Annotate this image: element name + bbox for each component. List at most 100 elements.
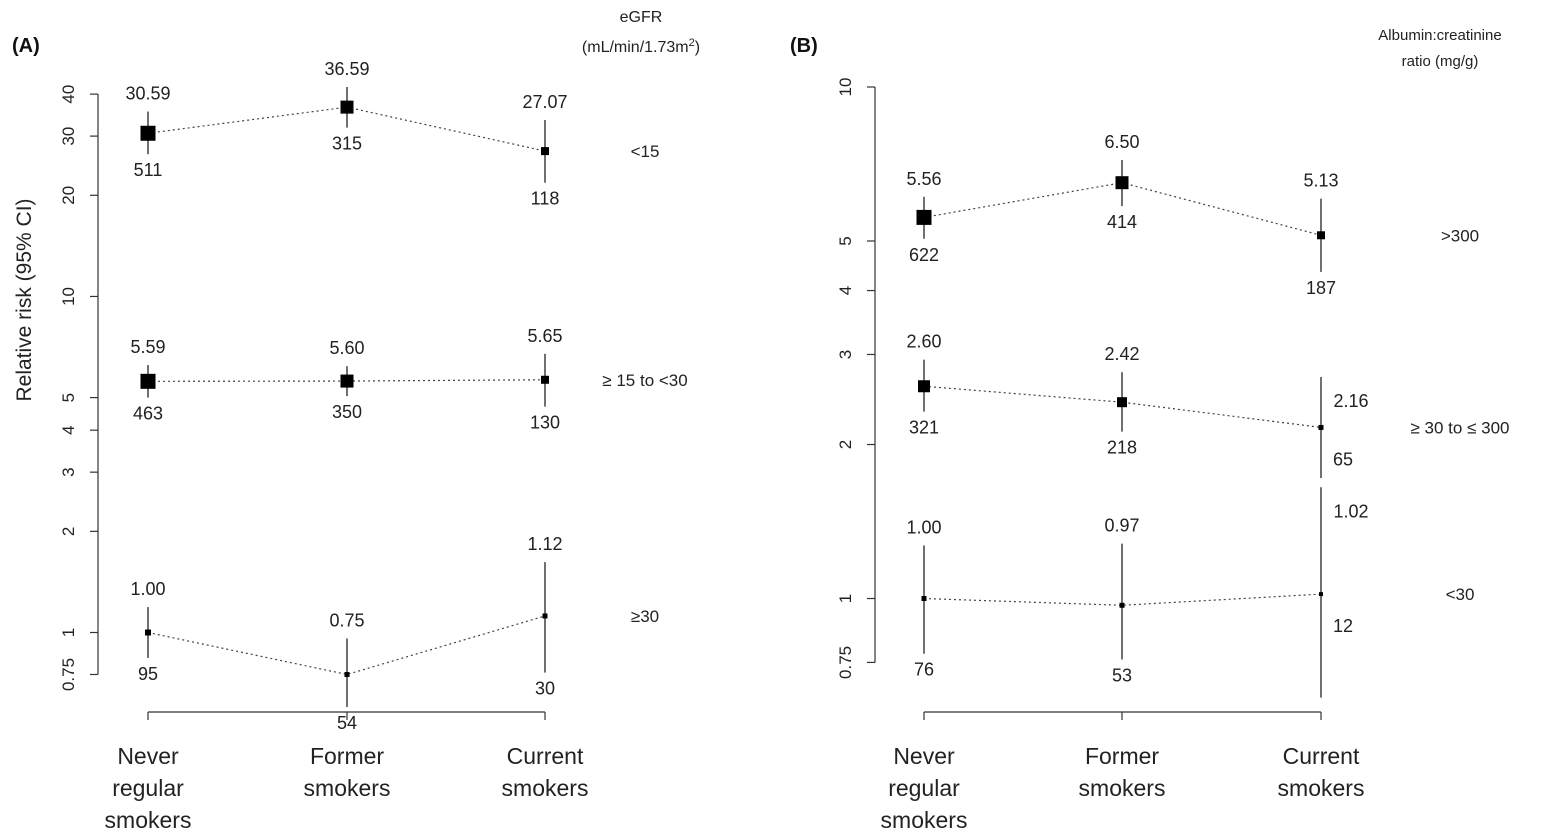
estimate-label: 1.00 [906, 517, 941, 537]
estimate-label: 5.56 [906, 169, 941, 189]
point-marker [1319, 592, 1323, 597]
y-tick-label: 30 [59, 127, 78, 146]
series-1: 30.59 511 36.59 315 27.07 118 <15 [125, 59, 659, 209]
unit-close: ) [695, 39, 700, 56]
x-tick-label: smokers [304, 775, 391, 801]
estimate-label: 0.97 [1104, 516, 1139, 536]
estimate-label: 1.02 [1333, 501, 1368, 521]
x-tick-label: Current [1283, 743, 1360, 769]
y-tick-label: 1 [59, 628, 78, 637]
y-tick-label: 5 [836, 236, 855, 245]
series-1: 5.56 622 6.50 414 5.13 187 >300 [906, 132, 1479, 298]
y-axis-label: Relative risk (95% CI) [13, 198, 36, 401]
column-header-unit: ratio (mg/g) [1402, 53, 1479, 70]
y-tick-label: 3 [836, 350, 855, 359]
x-tick-label: smokers [502, 775, 589, 801]
count-label: 30 [535, 679, 555, 699]
group-label: <15 [631, 142, 660, 161]
count-label: 65 [1333, 449, 1353, 469]
y-tick-label: 0.75 [59, 658, 78, 691]
panel-label: (B) [790, 35, 818, 57]
point-marker [344, 671, 350, 677]
group-label: ≥ 30 to ≤ 300 [1410, 418, 1509, 437]
y-tick-label: 1 [836, 594, 855, 603]
count-label: 511 [134, 160, 163, 180]
estimate-label: 1.00 [130, 579, 165, 599]
estimate-label: 6.50 [1104, 132, 1139, 152]
x-tick-label: Never [117, 743, 179, 769]
x-tick-label: smokers [105, 807, 192, 833]
group-label: ≥ 15 to <30 [602, 371, 687, 390]
point-marker [1117, 397, 1127, 408]
point-marker [340, 374, 354, 388]
estimate-label: 5.65 [527, 326, 562, 346]
count-label: 95 [138, 664, 158, 684]
estimate-label: 36.59 [324, 59, 369, 79]
group-label: ≥30 [631, 607, 659, 626]
count-label: 130 [530, 413, 560, 433]
column-header-unit: (mL/min/1.73m2) [582, 37, 700, 56]
estimate-label: 1.12 [527, 534, 562, 554]
x-tick-label: regular [888, 775, 960, 801]
estimate-label: 27.07 [522, 92, 567, 112]
count-label: 218 [1107, 438, 1137, 458]
count-label: 76 [914, 660, 934, 680]
count-label: 622 [909, 245, 939, 265]
group-label: <30 [1446, 585, 1475, 604]
series-connector [923, 385, 1322, 429]
point-marker [1115, 176, 1129, 190]
unit-superscript: 2 [689, 37, 695, 49]
x-tick-label: smokers [881, 807, 968, 833]
x-tick-label: Never [893, 743, 955, 769]
column-header-title: Albumin:creatinine [1378, 27, 1501, 44]
y-tick-label: 40 [59, 85, 78, 104]
point-marker [1119, 602, 1125, 608]
y-tick-label: 5 [59, 393, 78, 402]
point-marker [916, 209, 932, 225]
point-marker [541, 375, 549, 384]
y-tick-label: 0.75 [836, 646, 855, 679]
estimate-label: 5.13 [1303, 171, 1338, 191]
point-marker [918, 380, 930, 393]
y-tick-label: 10 [836, 78, 855, 97]
estimate-label: 30.59 [125, 84, 170, 104]
point-marker [140, 373, 156, 389]
y-tick-label: 2 [59, 527, 78, 536]
count-label: 350 [332, 402, 362, 422]
x-tick-label: regular [112, 775, 184, 801]
y-tick-label: 10 [59, 287, 78, 306]
count-label: 53 [1112, 665, 1132, 685]
x-tick-label: Current [507, 743, 584, 769]
panel-label: (A) [12, 35, 40, 57]
panel-a: (A)eGFR(mL/min/1.73m2)Relative risk (95%… [12, 9, 700, 833]
count-label: 12 [1333, 616, 1353, 636]
point-marker [921, 596, 927, 602]
series-2: 2.60 321 2.42 218 2.16 65 ≥ 30 to ≤ 300 [906, 332, 1510, 479]
estimate-label: 5.59 [130, 337, 165, 357]
y-tick-label: 3 [59, 467, 78, 476]
point-marker [1318, 424, 1324, 430]
point-marker [340, 100, 354, 114]
count-label: 463 [133, 404, 163, 424]
column-header: Albumin:creatinine ratio (mg/g) [1378, 27, 1501, 70]
point-marker [1317, 231, 1325, 240]
point-marker [541, 147, 549, 156]
series-2: 5.59 463 5.60 350 5.65 130 ≥ 15 to <30 [130, 326, 687, 433]
estimate-label: 5.60 [329, 338, 364, 358]
y-tick-label: 4 [59, 425, 78, 434]
estimate-label: 2.16 [1333, 391, 1368, 411]
group-label: >300 [1441, 226, 1479, 245]
y-tick-label: 20 [59, 186, 78, 205]
series-connector [923, 593, 1322, 606]
count-label: 187 [1306, 278, 1336, 298]
point-marker [145, 629, 151, 636]
unit-text: (mL/min/1.73m [582, 39, 689, 56]
x-tick-label: smokers [1278, 775, 1365, 801]
count-label: 118 [531, 189, 560, 209]
series-3: 1.00 95 0.75 54 1.12 30 ≥30 [130, 534, 659, 733]
point-marker [140, 125, 156, 141]
y-tick-label: 2 [836, 440, 855, 449]
x-tick-label: Former [1085, 743, 1159, 769]
